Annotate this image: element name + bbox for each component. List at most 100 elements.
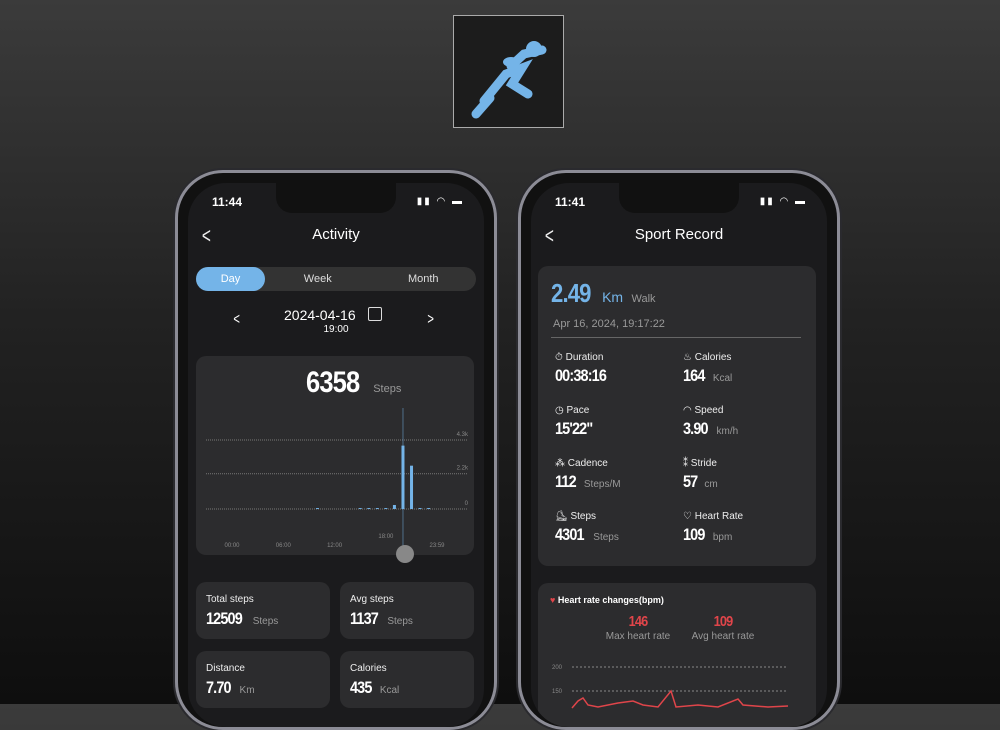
distance-value: 2.49 — [551, 278, 591, 308]
phone-sport-record: 11:41 ▮▮ ◠ ▬ < Sport Record 2.49 Km Walk… — [518, 170, 840, 730]
stat-value: 12509 — [206, 609, 243, 628]
stat-label: Heart Rate — [694, 511, 744, 522]
heart-rate-line — [571, 689, 789, 709]
stat-card-distance: Distance 7.70 Km — [196, 651, 330, 708]
divider — [551, 337, 801, 338]
shoe-icon: ⛸ — [555, 511, 568, 522]
stat-value: 57 — [683, 472, 698, 491]
period-tabs: Day Week Month — [196, 267, 476, 291]
y-tick-label: 4.3k — [457, 432, 469, 438]
bar-hour-17 — [375, 508, 379, 509]
stat-label: Avg steps — [350, 594, 394, 605]
sport-summary-card: 2.49 Km Walk Apr 16, 2024, 19:17:22 ⏱ Du… — [538, 266, 816, 566]
calendar-icon[interactable] — [368, 307, 382, 321]
heart-outline-icon: ♡ — [683, 511, 692, 522]
stat-value: 7.70 — [206, 678, 232, 697]
stat-steps: ⛸ Steps 4301 Steps — [555, 511, 675, 545]
chart-scrubber[interactable] — [396, 545, 414, 563]
stat-value: 4301 — [555, 525, 585, 544]
stat-duration: ⏱ Duration 00:38:16 — [555, 352, 675, 386]
total-steps-unit: Steps — [373, 383, 402, 395]
stat-cadence: ⁂ Cadence 112 Steps/M — [555, 458, 675, 492]
stat-unit: Kcal — [712, 373, 733, 384]
stat-card-total-steps: Total steps 12509 Steps — [196, 582, 330, 639]
time-label: 19:00 — [323, 324, 349, 335]
stat-label: Distance — [206, 663, 245, 674]
record-datetime: Apr 16, 2024, 19:17:22 — [553, 318, 665, 330]
y-tick-label: 2.2k — [457, 466, 469, 472]
tab-day[interactable]: Day — [196, 267, 265, 291]
bar-hour-10 — [315, 508, 319, 509]
stat-speed: ◠ Speed 3.90 km/h — [683, 405, 803, 439]
stat-unit: cm — [704, 479, 718, 490]
back-button[interactable]: < — [201, 223, 211, 248]
total-steps-value: 6358 — [306, 366, 360, 399]
x-tick-label: 18:00 — [378, 534, 394, 540]
stat-pace: ◷ Pace 15'22" — [555, 405, 675, 439]
back-button[interactable]: < — [544, 223, 554, 248]
heart-rate-chart: 200 150 — [552, 665, 789, 709]
stat-value: 164 — [683, 366, 705, 385]
footprints-icon: ⁂ — [555, 458, 565, 469]
speedometer-icon: ◠ — [683, 405, 692, 416]
notch — [619, 183, 739, 213]
prev-date-button[interactable]: < — [233, 311, 240, 328]
stat-unit: Kcal — [379, 685, 400, 696]
status-icons: ▮▮ ◠ ▬ — [759, 196, 807, 207]
steps-chart-card: 6358 Steps 0 2.2k 4.3k 00:00 06:00 12:00 18:00… — [196, 356, 474, 555]
bar-hour-23 — [427, 508, 431, 509]
page-title: Sport Record — [634, 226, 724, 243]
activity-type: Walk — [631, 293, 656, 305]
bar-hour-18 — [384, 508, 388, 509]
stat-value: 3.90 — [683, 419, 709, 438]
stat-label: Cadence — [567, 458, 608, 469]
flame-icon: ♨ — [683, 352, 692, 363]
x-tick-label: 06:00 — [276, 543, 292, 549]
heart-rate-card: ♥ Heart rate changes(bpm) 146 Max heart … — [538, 583, 816, 727]
stat-unit: km/h — [716, 426, 739, 437]
stat-label: Pace — [566, 405, 590, 416]
stat-label: Total steps — [206, 594, 254, 605]
stat-unit: bpm — [712, 532, 733, 543]
stat-stride: ⁑ Stride 57 cm — [683, 458, 803, 492]
next-date-button[interactable]: > — [427, 311, 434, 328]
page-title: Activity — [312, 226, 360, 243]
stopwatch-icon: ⏱ — [555, 352, 563, 363]
status-icons: ▮▮ ◠ ▬ — [416, 196, 464, 207]
stat-card-calories: Calories 435 Kcal — [340, 651, 474, 708]
bar-hour-19 — [392, 504, 396, 509]
stat-unit: Steps/M — [583, 479, 621, 490]
running-person-icon — [471, 41, 547, 119]
tab-week[interactable]: Week — [303, 273, 332, 285]
bar-hour-16 — [367, 508, 371, 509]
stat-label: Stride — [690, 458, 717, 469]
stat-value: 109 — [683, 525, 705, 544]
stat-label: Speed — [694, 405, 724, 416]
stat-calories: ♨ Calories 164 Kcal — [683, 352, 803, 386]
bar-hour-22 — [418, 508, 422, 509]
max-heart-rate-value: 146 — [628, 613, 649, 630]
avg-heart-rate-label: Avg heart rate — [691, 631, 755, 642]
bar-hour-21 — [410, 465, 414, 509]
timer-icon: ◷ — [555, 405, 564, 416]
stat-unit: Km — [239, 685, 255, 696]
stat-value: 15'22" — [555, 419, 593, 438]
y-tick-label: 0 — [465, 501, 469, 507]
stat-heart-rate: ♡ Heart Rate 109 bpm — [683, 511, 803, 545]
stat-label: Calories — [350, 663, 387, 674]
x-tick-label: 12:00 — [327, 543, 343, 549]
app-logo — [453, 15, 564, 128]
tab-month[interactable]: Month — [407, 273, 439, 285]
x-tick-label: 23:59 — [429, 543, 445, 549]
date-label: 2024-04-16 — [284, 307, 356, 323]
stat-value: 00:38:16 — [555, 366, 607, 385]
stat-unit: Steps — [252, 616, 279, 627]
phone-activity: 11:44 ▮▮ ◠ ▬ < Activity Day Week Month <… — [175, 170, 497, 730]
stat-card-avg-steps: Avg steps 1137 Steps — [340, 582, 474, 639]
stat-label: Duration — [565, 352, 604, 363]
avg-heart-rate-value: 109 — [713, 613, 734, 630]
stat-label: Steps — [570, 511, 597, 522]
status-time: 11:44 — [212, 195, 243, 209]
stat-unit: Steps — [593, 532, 619, 543]
y-tick-150: 150 — [552, 689, 563, 695]
